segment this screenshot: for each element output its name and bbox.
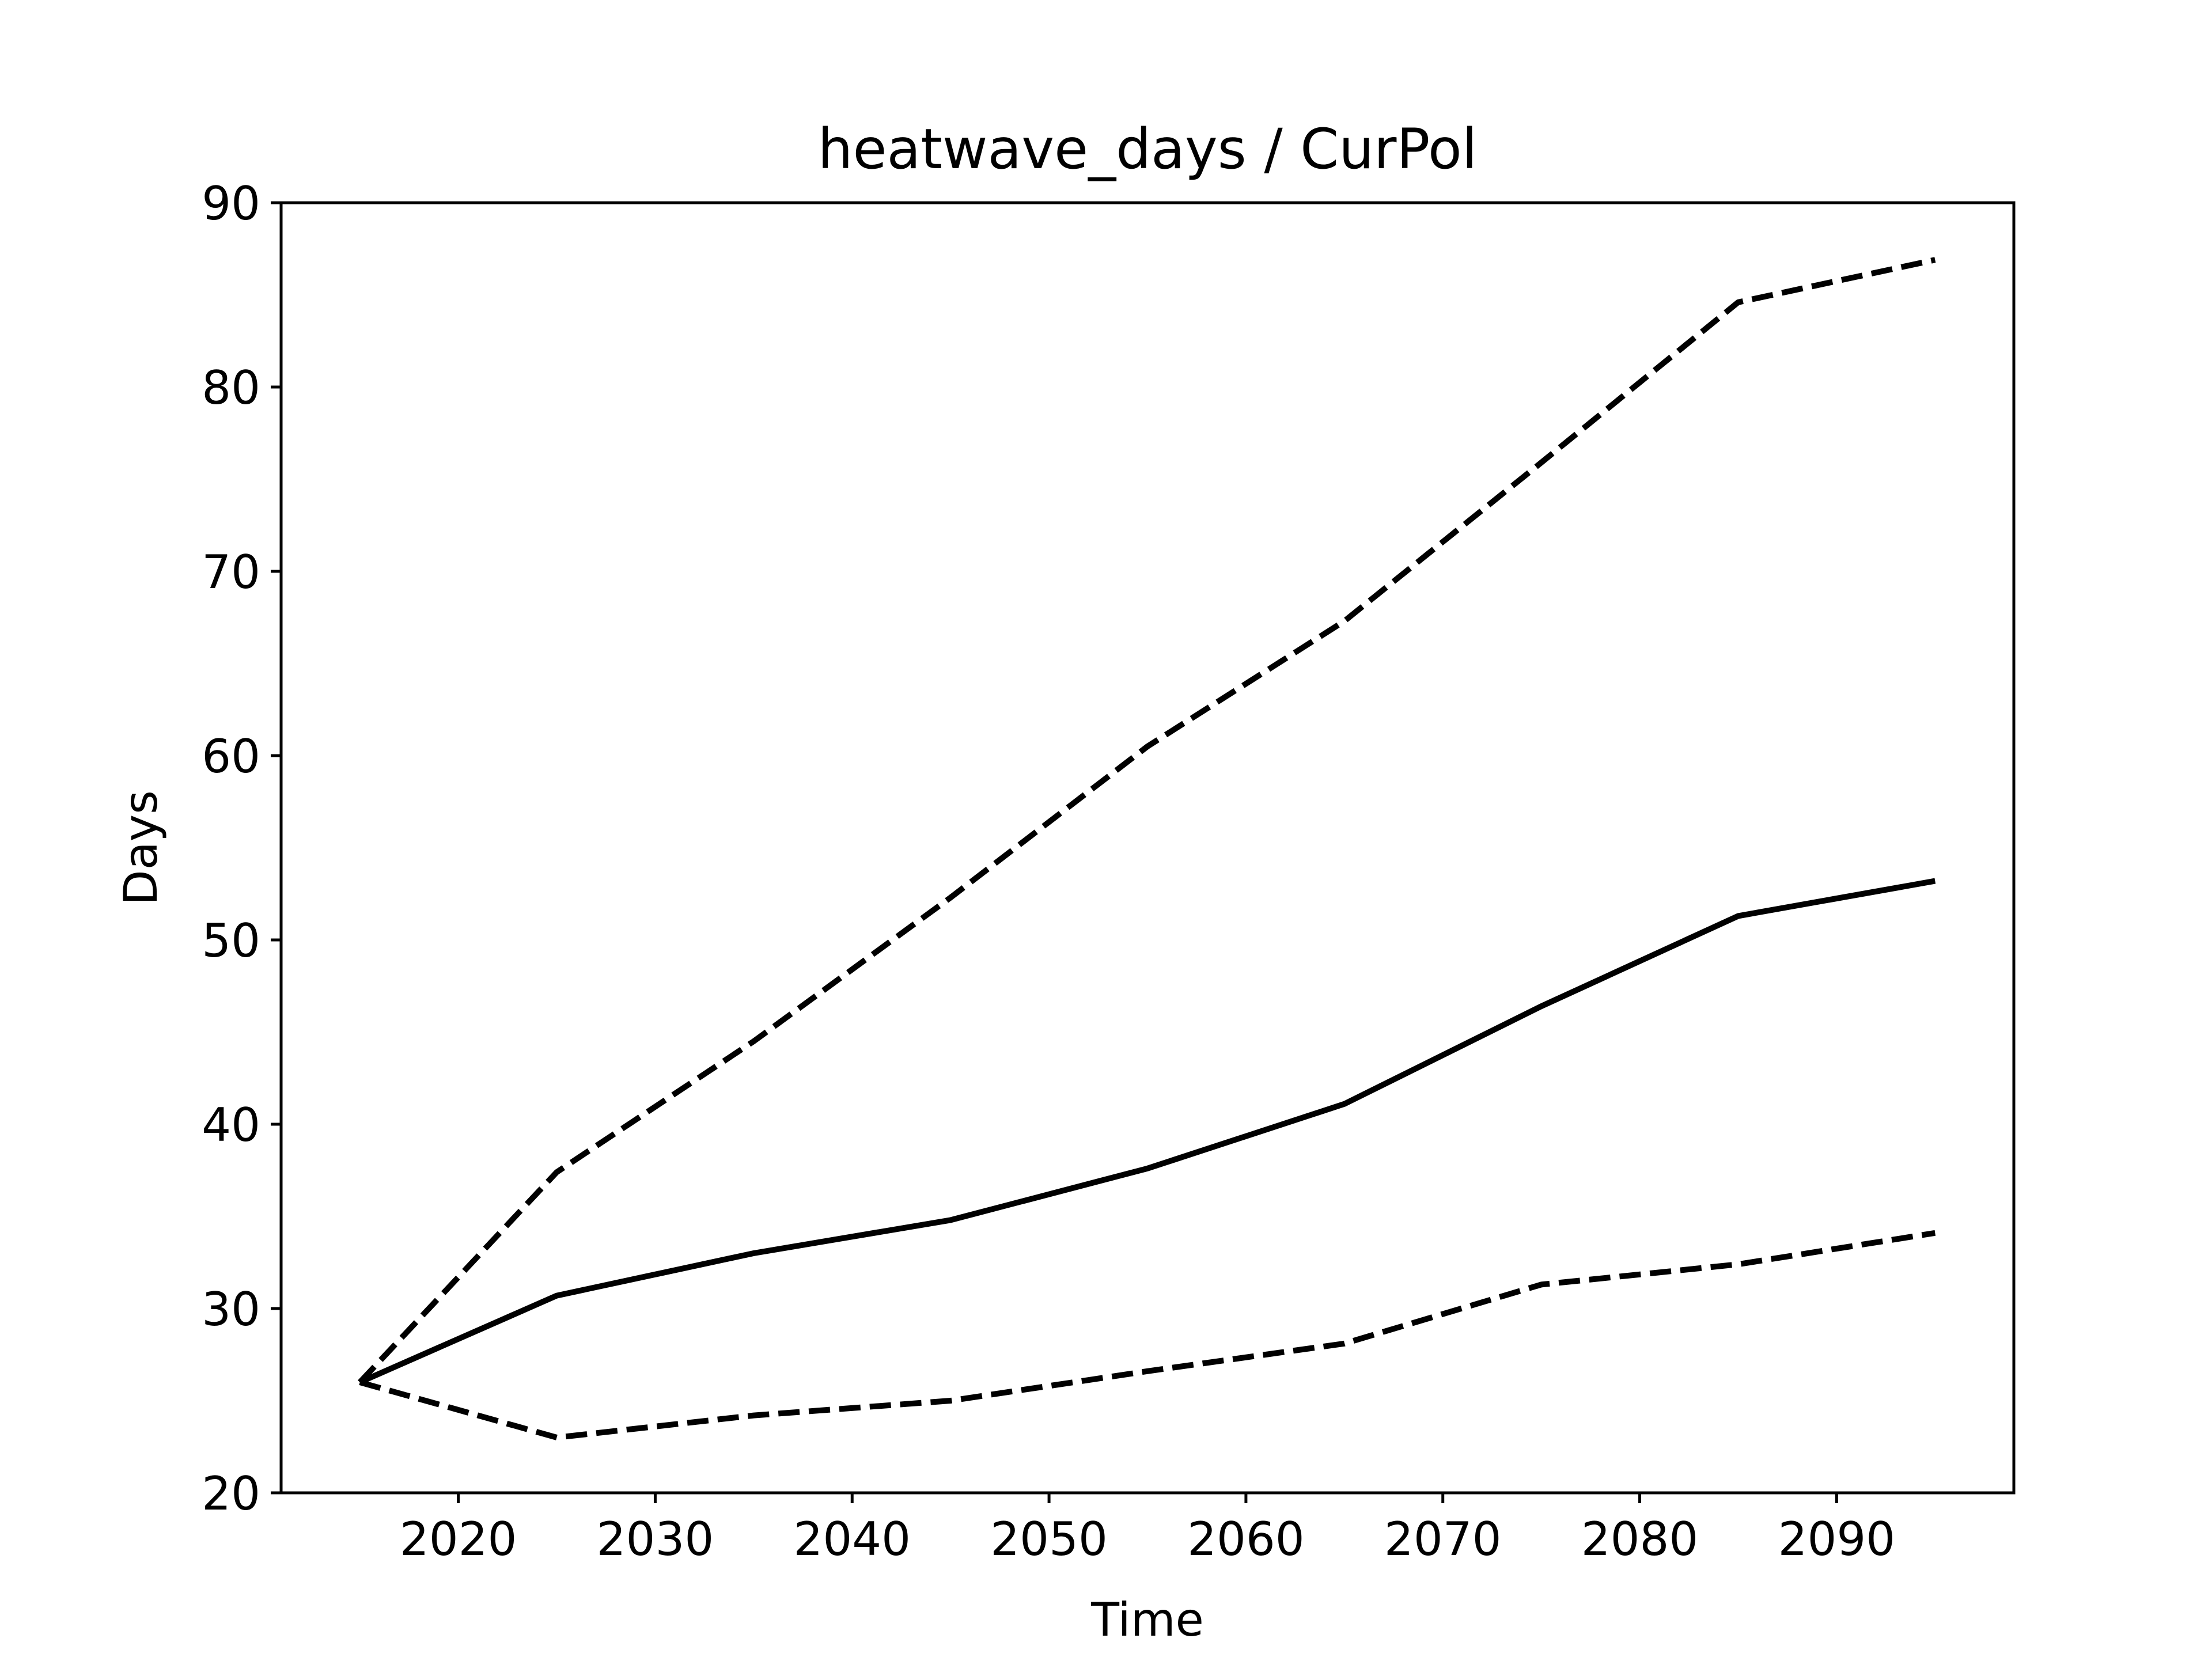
plot-area: 2020 2030 2040 2050 2060 2070 2080 209020304050… [202, 177, 2016, 1566]
y-axis-label: Days [114, 790, 168, 905]
y-tick-label: 50 [202, 914, 260, 968]
x-tick-label: 2080 [1581, 1512, 1699, 1566]
y-tick-label: 60 [202, 730, 260, 783]
plot-frame [279, 201, 2016, 1495]
series-line-3 [359, 1230, 1936, 1440]
x-tick-label: 2040 [793, 1512, 911, 1566]
x-tick-label: 2050 [990, 1512, 1108, 1566]
y-tick-label: 90 [202, 177, 260, 230]
x-tick-label: 2060 [1187, 1512, 1305, 1566]
x-tick-label: 2070 [1384, 1512, 1502, 1566]
x-tick-label: 2030 [597, 1512, 714, 1566]
chart-title: heatwave_days / CurPol [818, 117, 1478, 181]
x-tick-label: 2090 [1778, 1512, 1896, 1566]
x-tick-label: 2020 [400, 1512, 517, 1566]
y-tick-label: 30 [202, 1283, 260, 1336]
y-tick-label: 40 [202, 1098, 260, 1152]
series-line-2 [358, 257, 1936, 1385]
y-tick-label: 70 [202, 545, 260, 599]
series-line-1 [358, 878, 1936, 1385]
y-tick-label: 20 [202, 1467, 260, 1520]
y-tick-label: 80 [202, 361, 260, 415]
x-axis-label: Time [1090, 1593, 1204, 1647]
